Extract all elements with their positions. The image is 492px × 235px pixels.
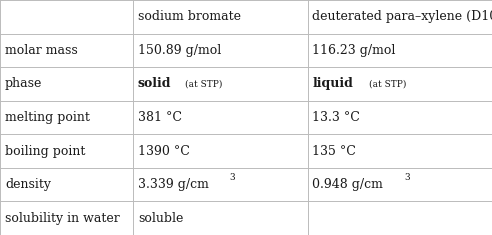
Text: density: density [5, 178, 51, 191]
Text: sodium bromate: sodium bromate [138, 10, 241, 23]
Text: 381 °C: 381 °C [138, 111, 182, 124]
Text: soluble: soluble [138, 212, 183, 225]
Text: 1390 °C: 1390 °C [138, 145, 189, 158]
Text: 13.3 °C: 13.3 °C [312, 111, 360, 124]
Text: boiling point: boiling point [5, 145, 85, 158]
Text: 135 °C: 135 °C [312, 145, 356, 158]
Text: 0.948 g/cm: 0.948 g/cm [312, 178, 383, 191]
Text: 3: 3 [404, 173, 410, 182]
Text: 3: 3 [230, 173, 235, 182]
Text: molar mass: molar mass [5, 44, 78, 57]
Text: 3.339 g/cm: 3.339 g/cm [138, 178, 209, 191]
Text: 150.89 g/mol: 150.89 g/mol [138, 44, 221, 57]
Text: melting point: melting point [5, 111, 90, 124]
Text: liquid: liquid [312, 77, 353, 90]
Text: solubility in water: solubility in water [5, 212, 120, 225]
Text: (at STP): (at STP) [185, 79, 222, 88]
Text: phase: phase [5, 77, 42, 90]
Text: (at STP): (at STP) [369, 79, 406, 88]
Text: 116.23 g/mol: 116.23 g/mol [312, 44, 396, 57]
Text: solid: solid [138, 77, 171, 90]
Text: deuterated para–xylene (D10): deuterated para–xylene (D10) [312, 10, 492, 23]
